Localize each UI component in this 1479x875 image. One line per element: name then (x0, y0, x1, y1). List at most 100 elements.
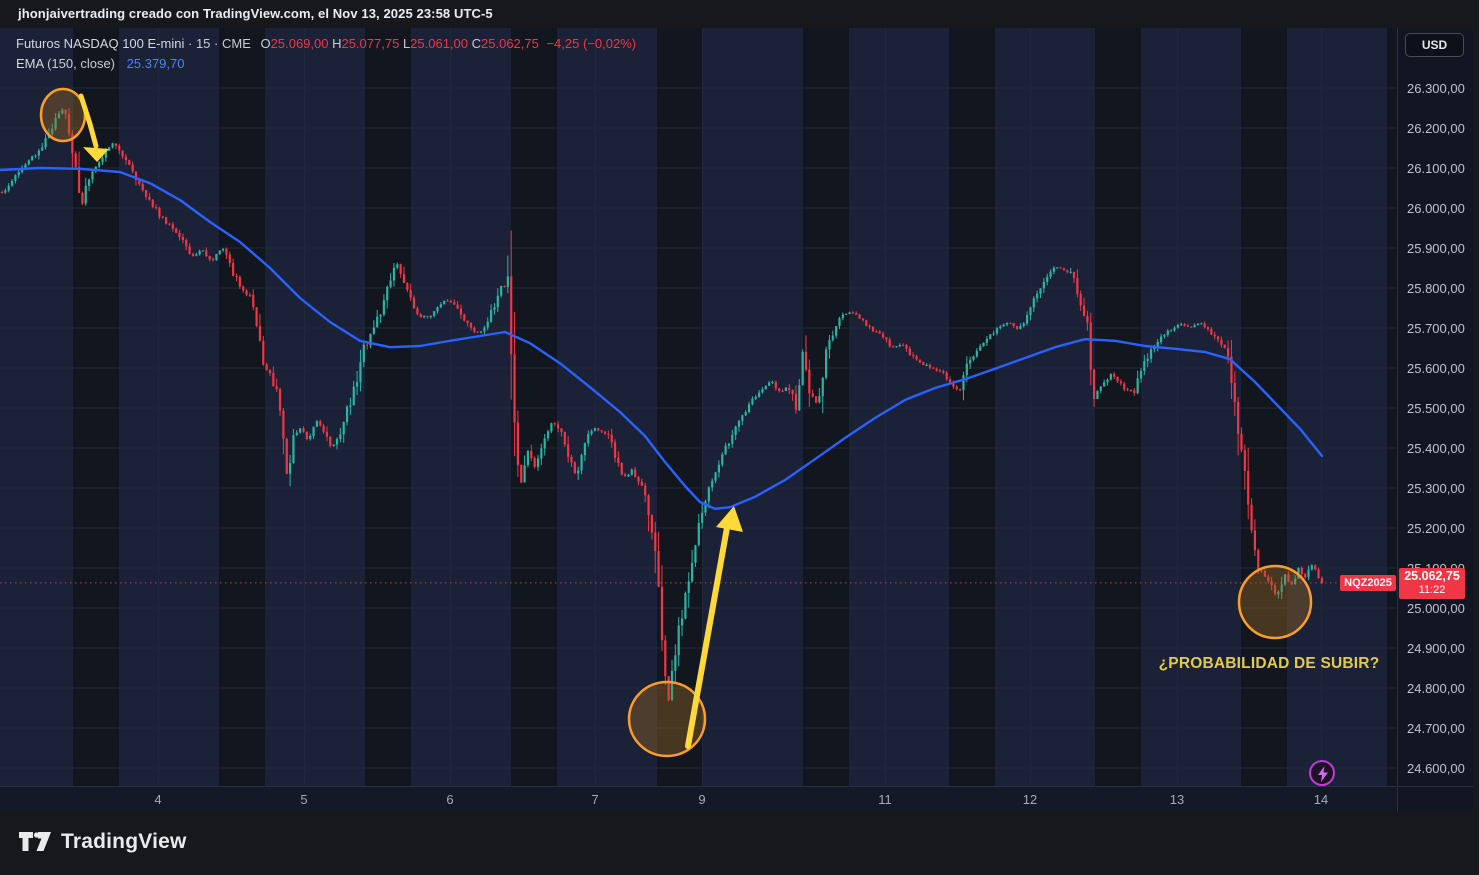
candle-body (1149, 349, 1153, 359)
candle-body (325, 431, 329, 437)
candle-body (282, 410, 285, 439)
price-tick-label: 26.200,00 (1407, 121, 1465, 136)
session-band (365, 28, 411, 786)
candle-body (24, 164, 27, 168)
chart-pane[interactable]: Futuros NASDAQ 100 E-mini · 15 · CME O25… (0, 28, 1396, 786)
tradingview-logo[interactable]: TradingView (18, 830, 187, 854)
currency-button[interactable]: USD (1405, 33, 1464, 57)
lightning-icon[interactable] (1309, 760, 1335, 786)
candle-body (278, 389, 282, 411)
candle-body (335, 439, 339, 445)
time-axis[interactable]: 4 5 6 7 9 11 12 13 14 (0, 786, 1396, 813)
candle-body (1314, 565, 1317, 570)
candle-body (1243, 450, 1246, 471)
candle-body (486, 321, 489, 328)
candle-body (1310, 565, 1313, 570)
candle-body (1056, 267, 1059, 269)
price-tick-label: 25.300,00 (1407, 481, 1465, 496)
annotation-question-text: ¿PROBABILIDAD DE SUBIR? (1158, 655, 1380, 672)
candle-body (406, 282, 409, 290)
candle-body (811, 393, 814, 397)
candle-body (118, 145, 121, 151)
time-tick-label: 13 (1169, 792, 1185, 807)
candle-body (881, 333, 885, 338)
candle-body (265, 364, 268, 371)
candle-body (1119, 381, 1122, 384)
candle-body (553, 423, 556, 425)
candle-body (721, 454, 724, 465)
candle-body (563, 431, 566, 445)
candle-body (530, 450, 533, 459)
candle-body (64, 109, 67, 115)
candle-body (503, 286, 506, 288)
candle-body (1123, 383, 1126, 390)
candle-body (922, 362, 925, 365)
candle-body (1247, 470, 1250, 505)
candle-body (1257, 550, 1260, 571)
candle-body (195, 254, 198, 256)
candle-body (292, 435, 295, 463)
change-value: −4,25 (−0,02%) (546, 36, 637, 51)
candle-body (496, 295, 499, 308)
candle-body (1069, 271, 1072, 273)
candle-body (198, 250, 201, 255)
candle-body (583, 443, 586, 456)
candle-body (701, 512, 704, 523)
candle-body (587, 434, 590, 444)
candle-body (818, 396, 821, 403)
candle-body (597, 428, 600, 431)
candle-body (1022, 323, 1025, 326)
candle-body (667, 676, 670, 700)
candle-body (225, 248, 228, 255)
candle-body (613, 442, 617, 458)
candle-body (104, 150, 107, 158)
candle-body (845, 313, 848, 315)
ema-legend-row[interactable]: EMA (150, close) 25.379,70 (16, 55, 636, 73)
candle-body (1273, 585, 1277, 595)
candle-body (61, 109, 64, 114)
candle-body (895, 346, 898, 348)
candle-body (1166, 330, 1169, 336)
candle-body (356, 382, 359, 387)
candle-body (1193, 325, 1196, 328)
symbol-title: Futuros NASDAQ 100 E-mini (16, 36, 185, 51)
candle-body (349, 405, 352, 407)
candle-body (473, 327, 476, 332)
candle-body (1173, 327, 1176, 331)
candle-body (272, 373, 275, 387)
candle-body (1139, 370, 1143, 379)
candle-body (1283, 574, 1287, 585)
candle-body (540, 448, 543, 459)
candle-body (345, 406, 349, 423)
candle-body (526, 450, 530, 466)
candle-body (463, 314, 466, 321)
candle-body (84, 185, 87, 204)
candle-body (178, 232, 181, 237)
candle-body (1116, 376, 1119, 382)
candle-body (600, 430, 603, 432)
candle-body (1170, 330, 1173, 332)
price-axis[interactable]: USD 25.062,75 11:22 26.300,00 26.200,00 26… (1397, 28, 1473, 786)
candle-body (232, 263, 235, 276)
candle-body (868, 325, 871, 327)
candle-body (942, 371, 945, 373)
candle-body (1109, 373, 1112, 380)
candle-body (185, 240, 188, 247)
candle-body (429, 315, 432, 318)
candle-body (711, 480, 714, 488)
symbol-legend-row[interactable]: Futuros NASDAQ 100 E-mini · 15 · CME O25… (16, 36, 637, 51)
candle-body (888, 339, 891, 347)
candle-body (188, 246, 191, 254)
candle-body (191, 253, 195, 256)
candle-body (918, 359, 921, 363)
candle-body (808, 369, 811, 394)
ohlc-value: 25.077,75 (341, 36, 403, 51)
candle-body (342, 422, 345, 435)
candle-body (835, 326, 838, 336)
candle-body (362, 344, 365, 363)
candle-body (228, 254, 231, 264)
candle-body (208, 256, 211, 260)
candle-body (1294, 578, 1297, 585)
candle-body (168, 223, 171, 225)
candle-body (449, 300, 452, 303)
